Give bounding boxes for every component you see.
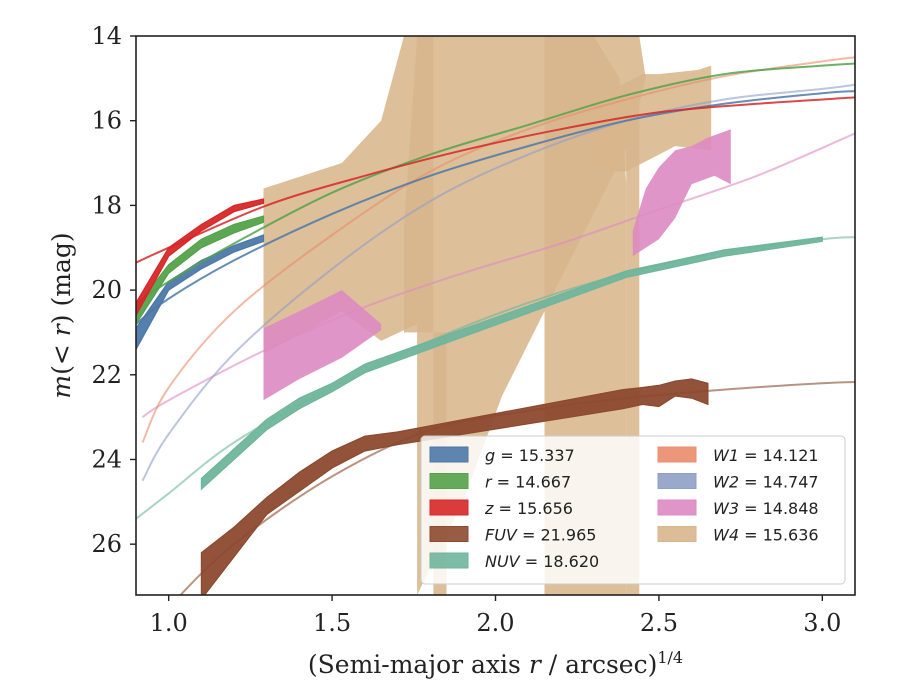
y-axis-title-r: r	[47, 322, 76, 336]
legend-label: W1 = 14.121	[713, 446, 819, 465]
band-NUV	[200, 236, 823, 491]
series-NUV	[136, 236, 855, 520]
legend-entry-z: z = 15.656	[429, 499, 573, 518]
y-axis-title-lt: <	[47, 336, 76, 365]
x-axis: 1.0 1.5 2.0 2.5 3.0	[150, 595, 841, 637]
x-tick-label: 1.0	[150, 609, 188, 637]
y-tick-label: 24	[91, 445, 122, 473]
y-tick-label: 14	[91, 22, 122, 50]
series-FUV	[179, 378, 855, 595]
legend-label: NUV = 18.620	[485, 552, 599, 571]
legend-label: FUV = 21.965	[485, 526, 596, 545]
legend-swatch	[429, 526, 469, 542]
curve-z	[136, 96, 855, 264]
legend-swatch	[429, 446, 469, 463]
y-tick-label: 22	[91, 361, 122, 389]
band-W3-1	[632, 129, 731, 257]
x-axis-title-sup: 1/4	[657, 648, 683, 667]
legend-entry-NUV: NUV = 18.620	[429, 552, 599, 571]
legend-swatch	[429, 499, 469, 516]
legend-entry-W2: W2 = 14.747	[657, 473, 819, 492]
legend-label: r = 14.667	[485, 473, 571, 492]
legend-swatch	[657, 473, 697, 489]
x-tick-label: 3.0	[803, 609, 841, 637]
legend-label: g = 15.337	[485, 446, 575, 465]
x-tick-label: 1.5	[313, 609, 351, 637]
y-tick-label: 26	[91, 530, 122, 558]
series-r	[136, 62, 855, 326]
band-W3-0	[263, 290, 382, 401]
curve-g	[136, 90, 855, 325]
curve-r	[136, 62, 855, 304]
legend-entry-r: r = 14.667	[429, 473, 571, 492]
legend-entry-FUV: FUV = 21.965	[429, 526, 596, 545]
x-axis-title: (Semi-major axis r / arcsec)1/4	[308, 648, 683, 679]
series-z	[136, 96, 855, 316]
legend-entry-W3: W3 = 14.848	[657, 499, 819, 518]
y-axis-title: m(< r) (mag)	[47, 232, 76, 398]
legend-swatch	[429, 473, 469, 489]
curve-W2	[141, 83, 855, 482]
legend-swatch	[657, 446, 697, 463]
series-W3	[141, 129, 855, 418]
band-z	[136, 198, 265, 316]
band-W4-0	[263, 36, 418, 354]
legend-label: W3 = 14.848	[713, 499, 819, 518]
x-axis-title-var: r	[529, 650, 543, 679]
band-W4-4	[593, 65, 712, 172]
y-axis: 14 16 18 20 22 24 26	[91, 22, 136, 558]
x-tick-label: 2.5	[640, 609, 678, 637]
band-r	[136, 215, 265, 326]
curve-W3	[141, 132, 855, 418]
legend-entry-g: g = 15.337	[429, 446, 575, 465]
curve-NUV	[136, 236, 855, 520]
x-axis-title-main: (Semi-major axis	[308, 650, 529, 679]
legend-swatch	[657, 526, 697, 542]
legend: g = 15.337 r = 14.667 z = 15.656 FUV = 21.9…	[420, 435, 846, 585]
legend-entry-W4: W4 = 15.636	[657, 526, 819, 545]
legend-label: z = 15.656	[484, 499, 573, 518]
series-W2	[141, 83, 855, 482]
legend-swatch	[657, 499, 697, 516]
y-tick-label: 18	[91, 191, 122, 219]
legend-label: W4 = 15.636	[713, 526, 819, 545]
legend-label: W2 = 14.747	[713, 473, 819, 492]
legend-entry-W1: W1 = 14.121	[657, 446, 819, 465]
legend-box	[420, 435, 846, 585]
x-tick-label: 2.0	[476, 609, 514, 637]
y-axis-title-m: m	[47, 375, 76, 399]
y-tick-label: 20	[91, 276, 122, 304]
curve-FUV	[179, 381, 855, 595]
legend-swatch	[429, 552, 469, 569]
y-tick-label: 16	[91, 107, 122, 135]
x-axis-title-rest: / arcsec)	[541, 650, 658, 679]
